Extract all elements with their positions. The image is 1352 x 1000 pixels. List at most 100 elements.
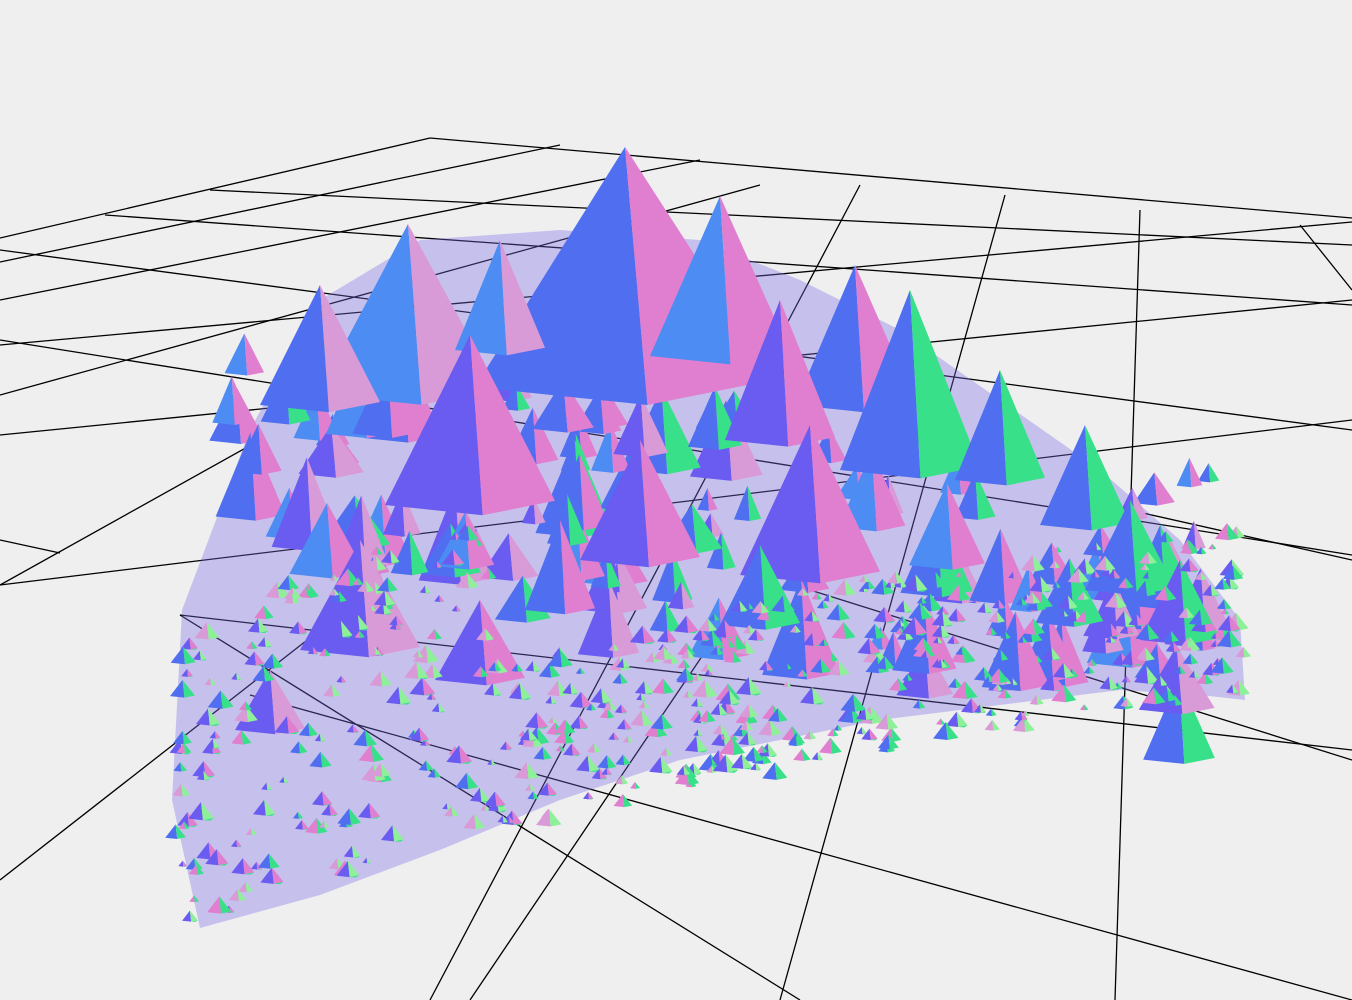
pyramid-face-left [319,820,325,828]
pyramid-face-left [1142,571,1149,579]
pyramid-face-right [1130,500,1175,596]
pyramid-face-right [940,658,948,669]
pyramid-face-bottom [359,628,369,631]
pyramid-face-right [687,690,694,698]
pyramid-face-right [474,813,486,830]
pyramid-face-bottom [1118,607,1123,609]
pyramid-face-left [797,669,804,677]
pyramid-face-bottom [813,702,825,705]
pyramid-face-left [1051,684,1066,703]
pyramid-face-left [1040,673,1055,691]
pyramid-face-left [861,728,871,741]
pyramid-face-right [1036,694,1044,705]
pyramid-face-left [615,754,625,766]
pyramid-face-right [942,611,954,627]
pyramid-face-left [1174,665,1181,675]
pyramid-face-left [358,744,374,762]
pyramid-face-bottom [769,755,778,757]
pyramid-face-left [796,588,804,596]
pyramid-face-bottom [342,635,353,638]
pyramid-face-right [1084,704,1089,711]
pyramid-face-right [635,781,640,789]
pyramid-face-left [960,698,973,714]
pyramid-face-right [1167,687,1177,702]
pyramid-face-left [955,646,963,656]
pyramid-face-bottom [342,681,347,683]
pyramid-face-right [206,621,220,640]
pyramid-face-bottom [425,745,431,747]
pyramid-face-right [874,623,886,639]
pyramid-face-right [864,574,870,583]
pyramid-face-left [185,857,196,871]
pyramid-face-left [451,605,458,612]
pyramid-face-right [366,857,371,864]
pyramid-face-left [692,679,707,698]
pyramid-face-right [837,724,843,731]
pyramid-face-left [231,858,245,875]
pyramid-face-left [630,710,644,727]
pyramid-face-left [698,618,710,632]
pyramid-face-right [843,621,856,640]
pyramid-face-right [1025,710,1030,717]
pyramid-face-right [480,600,525,686]
pyramid-face-bottom [302,828,309,830]
pyramid-face-left [271,457,313,552]
pyramid-face-right [921,596,927,604]
pyramid-face-left [783,663,789,670]
pyramid-face-right [244,333,265,376]
pyramid-face-bottom [1174,650,1181,653]
pyramid-face-left [180,637,191,650]
pyramid-face-right [591,703,597,711]
pyramid-face-left [519,728,530,741]
pyramid-face-left [1120,697,1128,707]
pyramid-face-left [704,669,710,676]
pyramid-face-left [1022,593,1028,600]
pyramid-face-right [1063,610,1069,617]
pyramid-face-left [427,768,436,778]
pyramid-face-right [627,735,633,743]
pyramid-face-right [266,782,272,791]
fractal-mesh[interactable] [165,147,1251,928]
pyramid-face-right [376,556,387,571]
pyramid-face-left [725,300,789,447]
pyramid-face-left [712,723,722,735]
pyramid-face-right [760,601,770,614]
pyramid-face-left [698,710,709,723]
pyramid-face-left [246,641,253,650]
pyramid-face-bottom [748,743,757,746]
pyramid-face-left [616,658,624,668]
pyramid-face-left [751,601,762,614]
pyramid-face-left [692,673,699,681]
pyramid-face-bottom [756,769,761,771]
pyramid-face-right [212,738,220,749]
pyramid-face-right [681,581,695,610]
pyramid-face-left [916,596,923,604]
pyramid-face-left [336,860,350,878]
pyramid-face-right [975,471,996,520]
pyramid-face-left [436,511,470,570]
pyramid-face-right [268,853,280,869]
pyramid-face-right [711,758,717,765]
pyramid-face-right [338,590,347,603]
pyramid-face-left [1042,647,1053,661]
pyramid-face-bottom [1230,629,1241,632]
pyramid-face-right [187,812,198,827]
pyramid-face-bottom [812,620,820,622]
pyramid-face-left [390,530,413,576]
pyramid-face-left [721,638,730,649]
pyramid-face-bottom [288,731,300,735]
pyramid-face-left [329,620,343,638]
pyramid-face-left [750,762,757,771]
pyramid-face-left [329,588,335,596]
pyramid-face-left [650,713,664,730]
pyramid-face-left [170,646,185,665]
pyramid-face-left [864,623,877,639]
pyramid-face-left [207,690,223,709]
pyramid-face-right [1115,592,1127,608]
pyramid-face-bottom [1111,642,1116,644]
pyramid-face-bottom [190,648,198,650]
pyramid-face-left [434,594,440,602]
pyramid-face-bottom [904,610,912,613]
